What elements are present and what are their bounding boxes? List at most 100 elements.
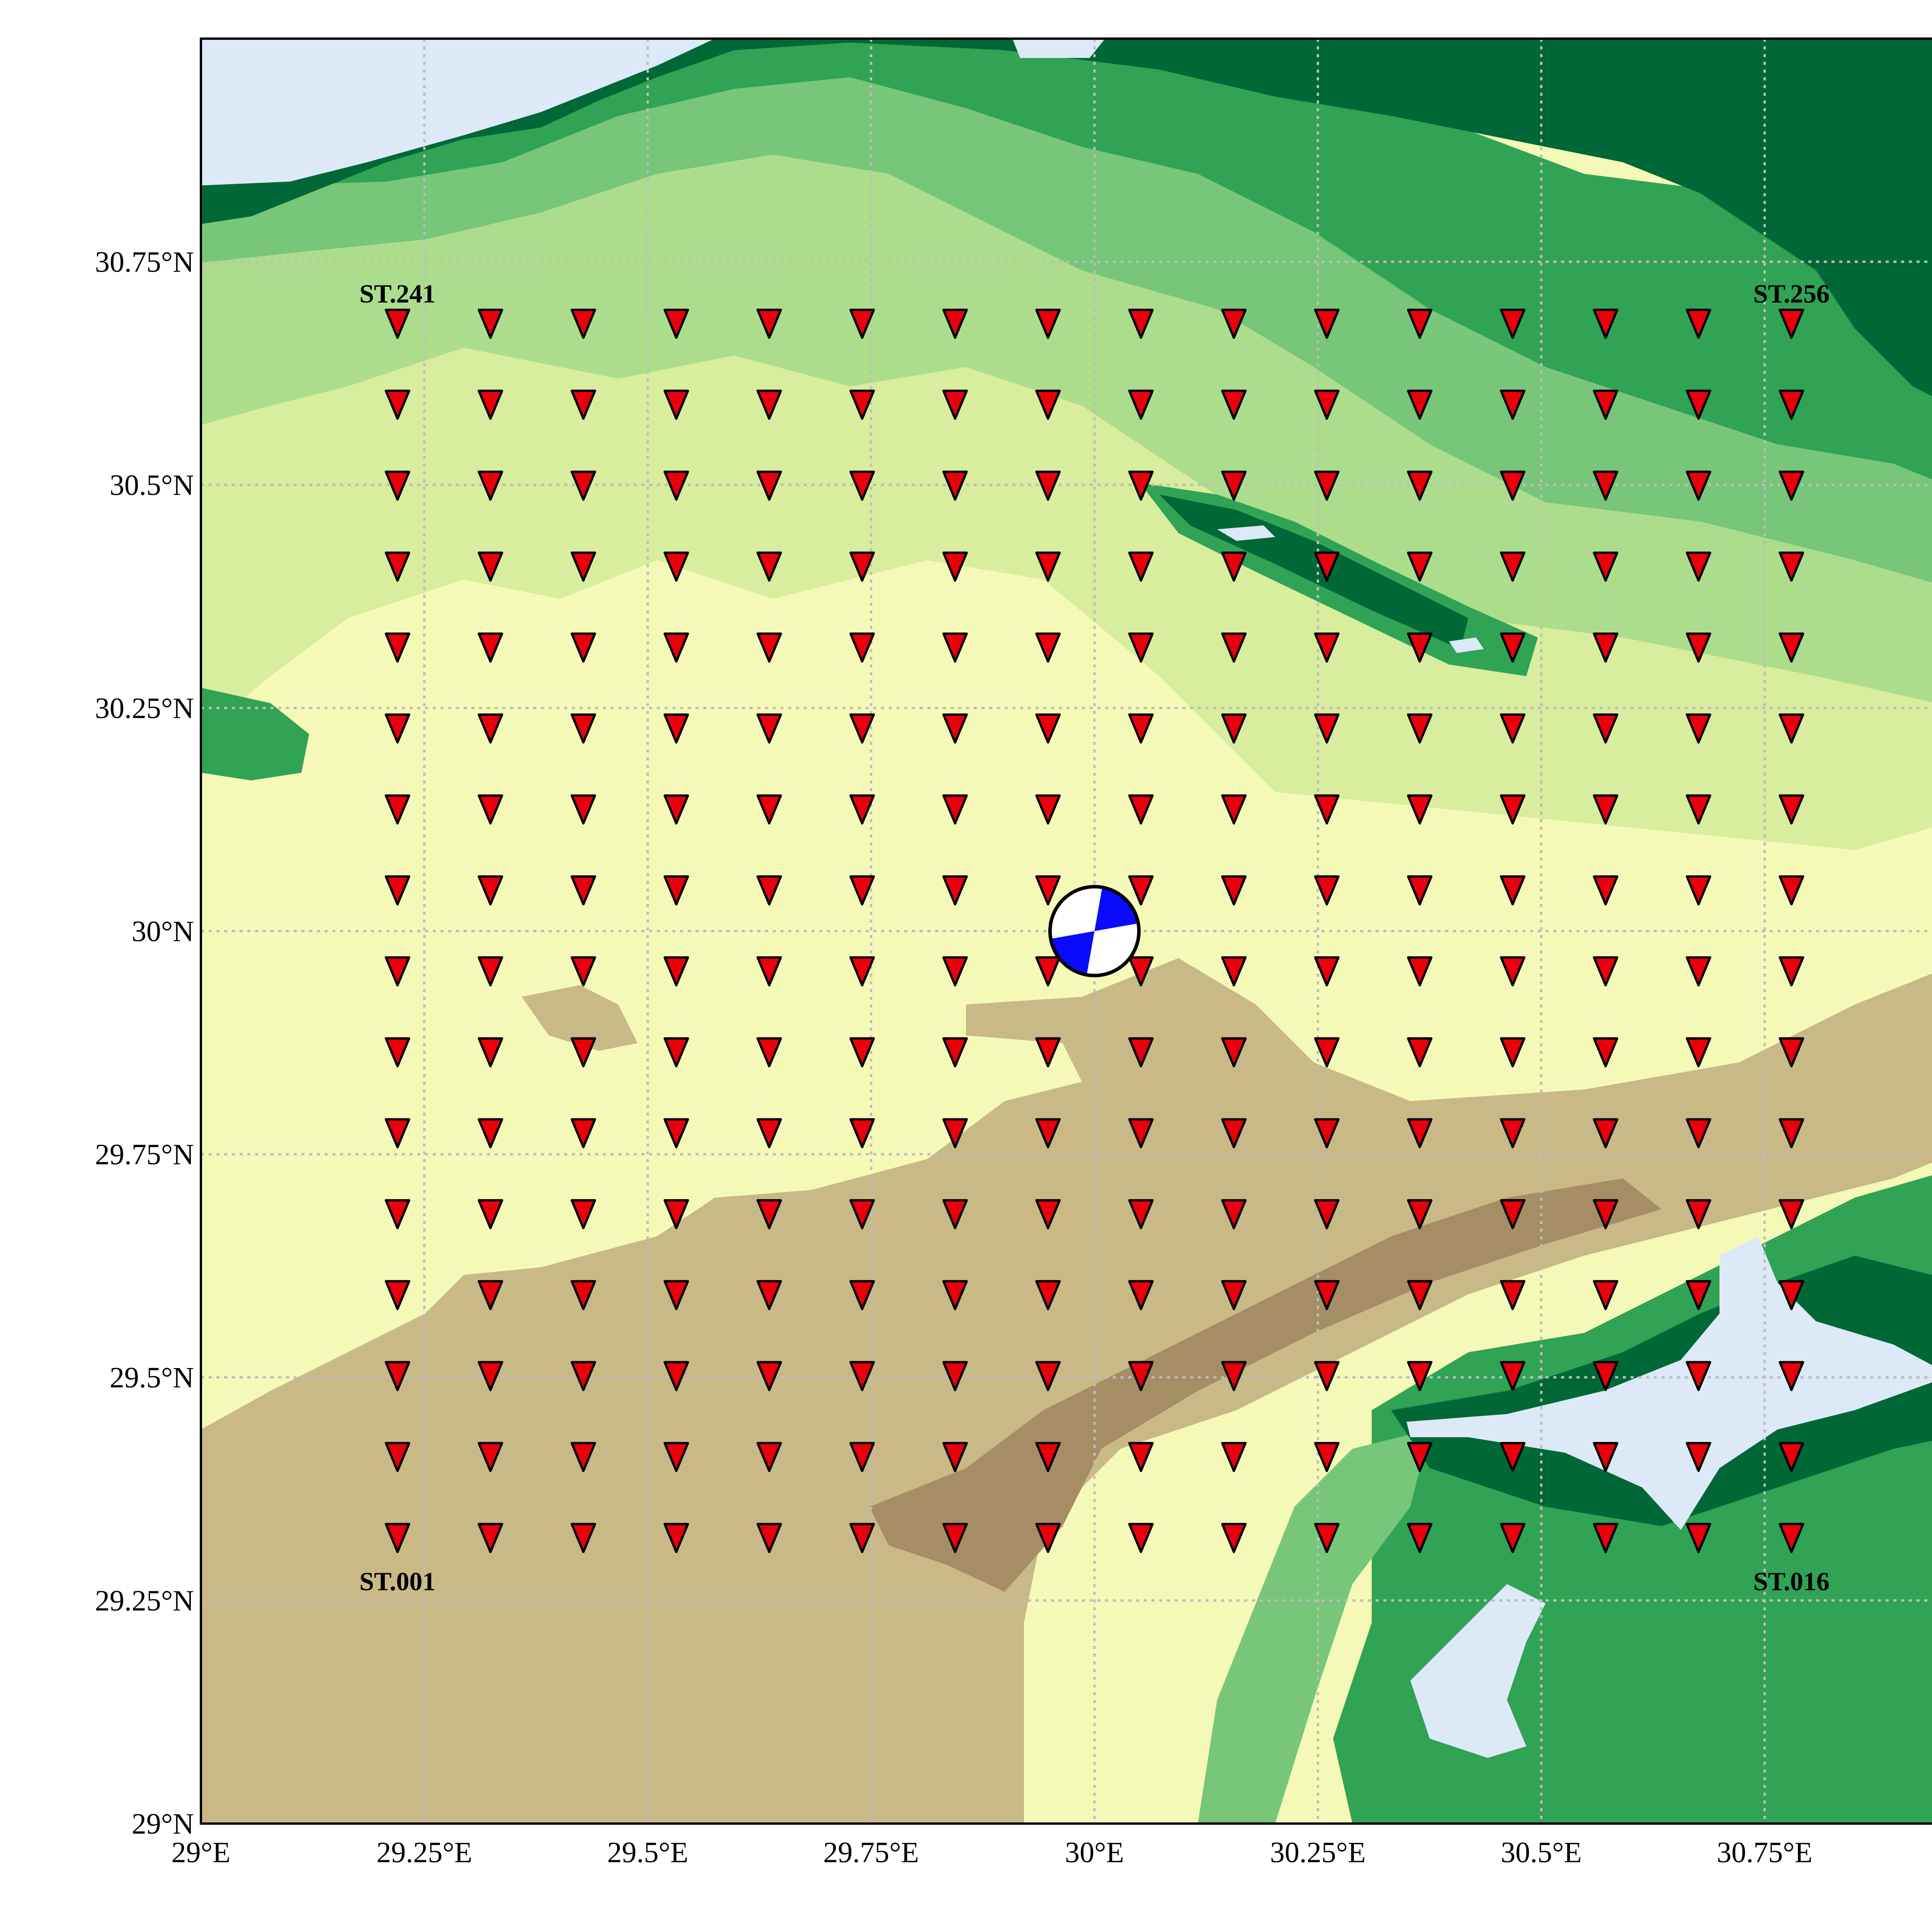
station-marker	[1035, 1118, 1061, 1149]
station-marker	[663, 309, 689, 339]
station-marker	[1128, 875, 1154, 906]
station-marker	[1407, 1037, 1433, 1067]
station-marker	[1314, 632, 1340, 663]
station-marker	[1779, 389, 1804, 420]
station-marker	[1035, 794, 1061, 825]
contour-southeast-mid-green	[1198, 1429, 1430, 1824]
station-marker	[849, 713, 875, 744]
contour-north-dark-green	[201, 39, 1932, 479]
station-marker	[1221, 1199, 1247, 1229]
station-marker	[1500, 1118, 1526, 1149]
station-marker	[570, 632, 596, 663]
station-marker	[1221, 309, 1247, 339]
contour-north-darkest-green	[201, 39, 1932, 396]
station-marker	[756, 1037, 782, 1067]
station-marker	[1500, 309, 1526, 339]
station-marker	[1407, 632, 1433, 663]
station-marker	[570, 1523, 596, 1553]
y-tick-label: 29.5°N	[110, 1361, 194, 1394]
station-markers	[384, 309, 1804, 1553]
station-marker	[1779, 1199, 1804, 1229]
station-marker	[1593, 1523, 1619, 1553]
contour-ridge-water-2	[1449, 637, 1484, 653]
station-marker	[570, 875, 596, 906]
station-marker	[478, 875, 503, 906]
station-marker	[942, 1199, 968, 1229]
station-marker	[1685, 1361, 1711, 1391]
station-marker	[756, 1442, 782, 1472]
station-marker	[1035, 1199, 1061, 1229]
station-marker	[1407, 389, 1433, 420]
station-marker	[1035, 1523, 1061, 1553]
station-marker	[1314, 1523, 1340, 1553]
station-marker	[1685, 1442, 1711, 1472]
contour-south-water	[1410, 1584, 1546, 1758]
station-marker	[1314, 956, 1340, 987]
station-marker	[478, 1280, 503, 1310]
station-marker	[663, 956, 689, 987]
station-marker	[1779, 875, 1804, 906]
contour-central-dark-brown	[869, 1178, 1662, 1592]
station-marker	[1779, 309, 1804, 339]
station-marker	[570, 956, 596, 987]
station-marker	[570, 1280, 596, 1310]
station-marker	[849, 875, 875, 906]
station-marker	[1500, 1523, 1526, 1553]
station-marker	[1407, 1280, 1433, 1310]
contour-ridge-water	[1217, 525, 1275, 541]
station-marker	[1035, 1361, 1061, 1391]
station-marker	[478, 713, 503, 744]
station-marker	[1500, 1361, 1526, 1391]
station-marker	[1314, 309, 1340, 339]
station-marker	[384, 389, 410, 420]
station-marker	[1035, 1442, 1061, 1472]
station-marker	[384, 875, 410, 906]
station-marker	[570, 551, 596, 582]
station-marker	[849, 1199, 875, 1229]
station-marker	[756, 1523, 782, 1553]
station-marker	[1593, 713, 1619, 744]
station-marker	[1128, 1442, 1154, 1472]
station-marker	[1593, 632, 1619, 663]
station-marker	[478, 956, 503, 987]
station-marker	[1593, 551, 1619, 582]
latitude-tick-labels: 29°N 29.25°N 29.5°N 29.75°N 30°N 30.25°N 30.5°…	[95, 246, 194, 1841]
station-label: ST.016	[1753, 1567, 1830, 1596]
station-marker	[663, 1523, 689, 1553]
station-marker	[756, 713, 782, 744]
station-marker	[1221, 956, 1247, 987]
station-marker	[1035, 713, 1061, 744]
station-marker	[1685, 471, 1711, 501]
station-marker	[1500, 1280, 1526, 1310]
station-marker	[1035, 389, 1061, 420]
station-marker	[1221, 389, 1247, 420]
station-marker	[942, 875, 968, 906]
y-tick-label: 29°N	[132, 1808, 194, 1840]
station-marker	[756, 632, 782, 663]
station-marker	[1035, 1037, 1061, 1067]
station-marker	[1407, 471, 1433, 501]
x-tick-label: 30°E	[1065, 1836, 1124, 1869]
station-marker	[942, 471, 968, 501]
station-marker	[1593, 309, 1619, 339]
station-marker	[478, 794, 503, 825]
station-marker	[1685, 551, 1711, 582]
station-marker	[663, 1361, 689, 1391]
station-marker	[478, 1442, 503, 1472]
station-marker	[1779, 1037, 1804, 1067]
beachball-outline	[1048, 885, 1141, 977]
station-marker	[478, 632, 503, 663]
x-tick-label: 29.25°E	[376, 1836, 472, 1869]
station-marker	[1779, 1118, 1804, 1149]
station-marker	[1314, 1199, 1340, 1229]
station-label: ST.256	[1753, 279, 1830, 308]
station-marker	[1221, 1361, 1247, 1391]
station-marker	[1221, 1037, 1247, 1067]
station-marker	[1407, 956, 1433, 987]
station-marker	[1314, 389, 1340, 420]
station-marker	[849, 471, 875, 501]
station-marker	[1128, 309, 1154, 339]
station-marker	[1128, 1199, 1154, 1229]
contour-west-green-patch	[201, 688, 309, 780]
station-marker	[849, 1361, 875, 1391]
